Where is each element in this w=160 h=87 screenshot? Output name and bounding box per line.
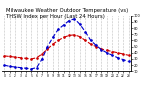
- Text: Milwaukee Weather Outdoor Temperature (vs) THSW Index per Hour (Last 24 Hours): Milwaukee Weather Outdoor Temperature (v…: [6, 8, 128, 19]
